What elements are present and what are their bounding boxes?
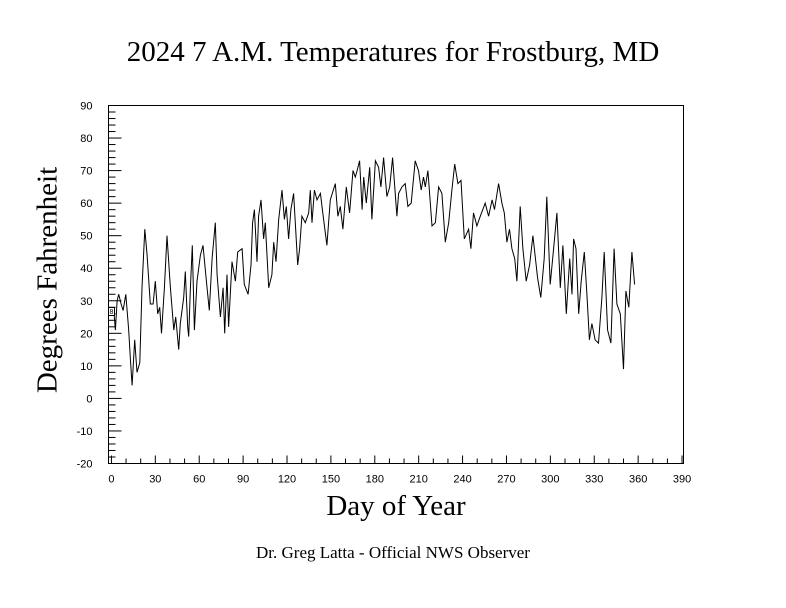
x-tick-label: 90: [237, 474, 249, 486]
x-tick-label: 210: [409, 474, 427, 486]
y-tick-label: 0: [86, 393, 92, 405]
x-axis-label: Day of Year: [326, 490, 466, 522]
x-tick-label: 270: [497, 474, 515, 486]
x-tick-label: 300: [541, 474, 559, 486]
x-tick-label: 60: [193, 474, 205, 486]
x-tick-label: 120: [278, 474, 296, 486]
x-tick-label: 360: [629, 474, 647, 486]
day-marker: 8: [108, 307, 115, 316]
plot-frame: [108, 105, 684, 464]
y-tick-label: 40: [80, 263, 92, 275]
x-tick-label: 180: [366, 474, 384, 486]
x-tick-label: 330: [585, 474, 603, 486]
y-tick-label: 50: [80, 231, 92, 243]
y-tick-label: 20: [80, 328, 92, 340]
chart-title: 2024 7 A.M. Temperatures for Frostburg, …: [126, 36, 660, 68]
y-tick-label: -10: [77, 426, 93, 438]
y-tick-label: -20: [77, 459, 93, 471]
y-tick-label: 30: [80, 296, 92, 308]
y-tick-label: 70: [80, 166, 92, 178]
x-tick-label: 240: [453, 474, 471, 486]
day-marker-label: 8: [110, 309, 114, 316]
chart-credit: Dr. Greg Latta - Official NWS Observer: [256, 543, 530, 562]
x-tick-label: 30: [149, 474, 161, 486]
y-tick-label: 10: [80, 361, 92, 373]
y-tick-label: 80: [80, 133, 92, 145]
y-tick-label: 60: [80, 198, 92, 210]
y-tick-label: 90: [80, 101, 92, 113]
x-tick-label: 150: [322, 474, 340, 486]
x-tick-label: 0: [108, 474, 114, 486]
temperature-line: [113, 157, 636, 386]
x-tick-label: 390: [673, 474, 691, 486]
